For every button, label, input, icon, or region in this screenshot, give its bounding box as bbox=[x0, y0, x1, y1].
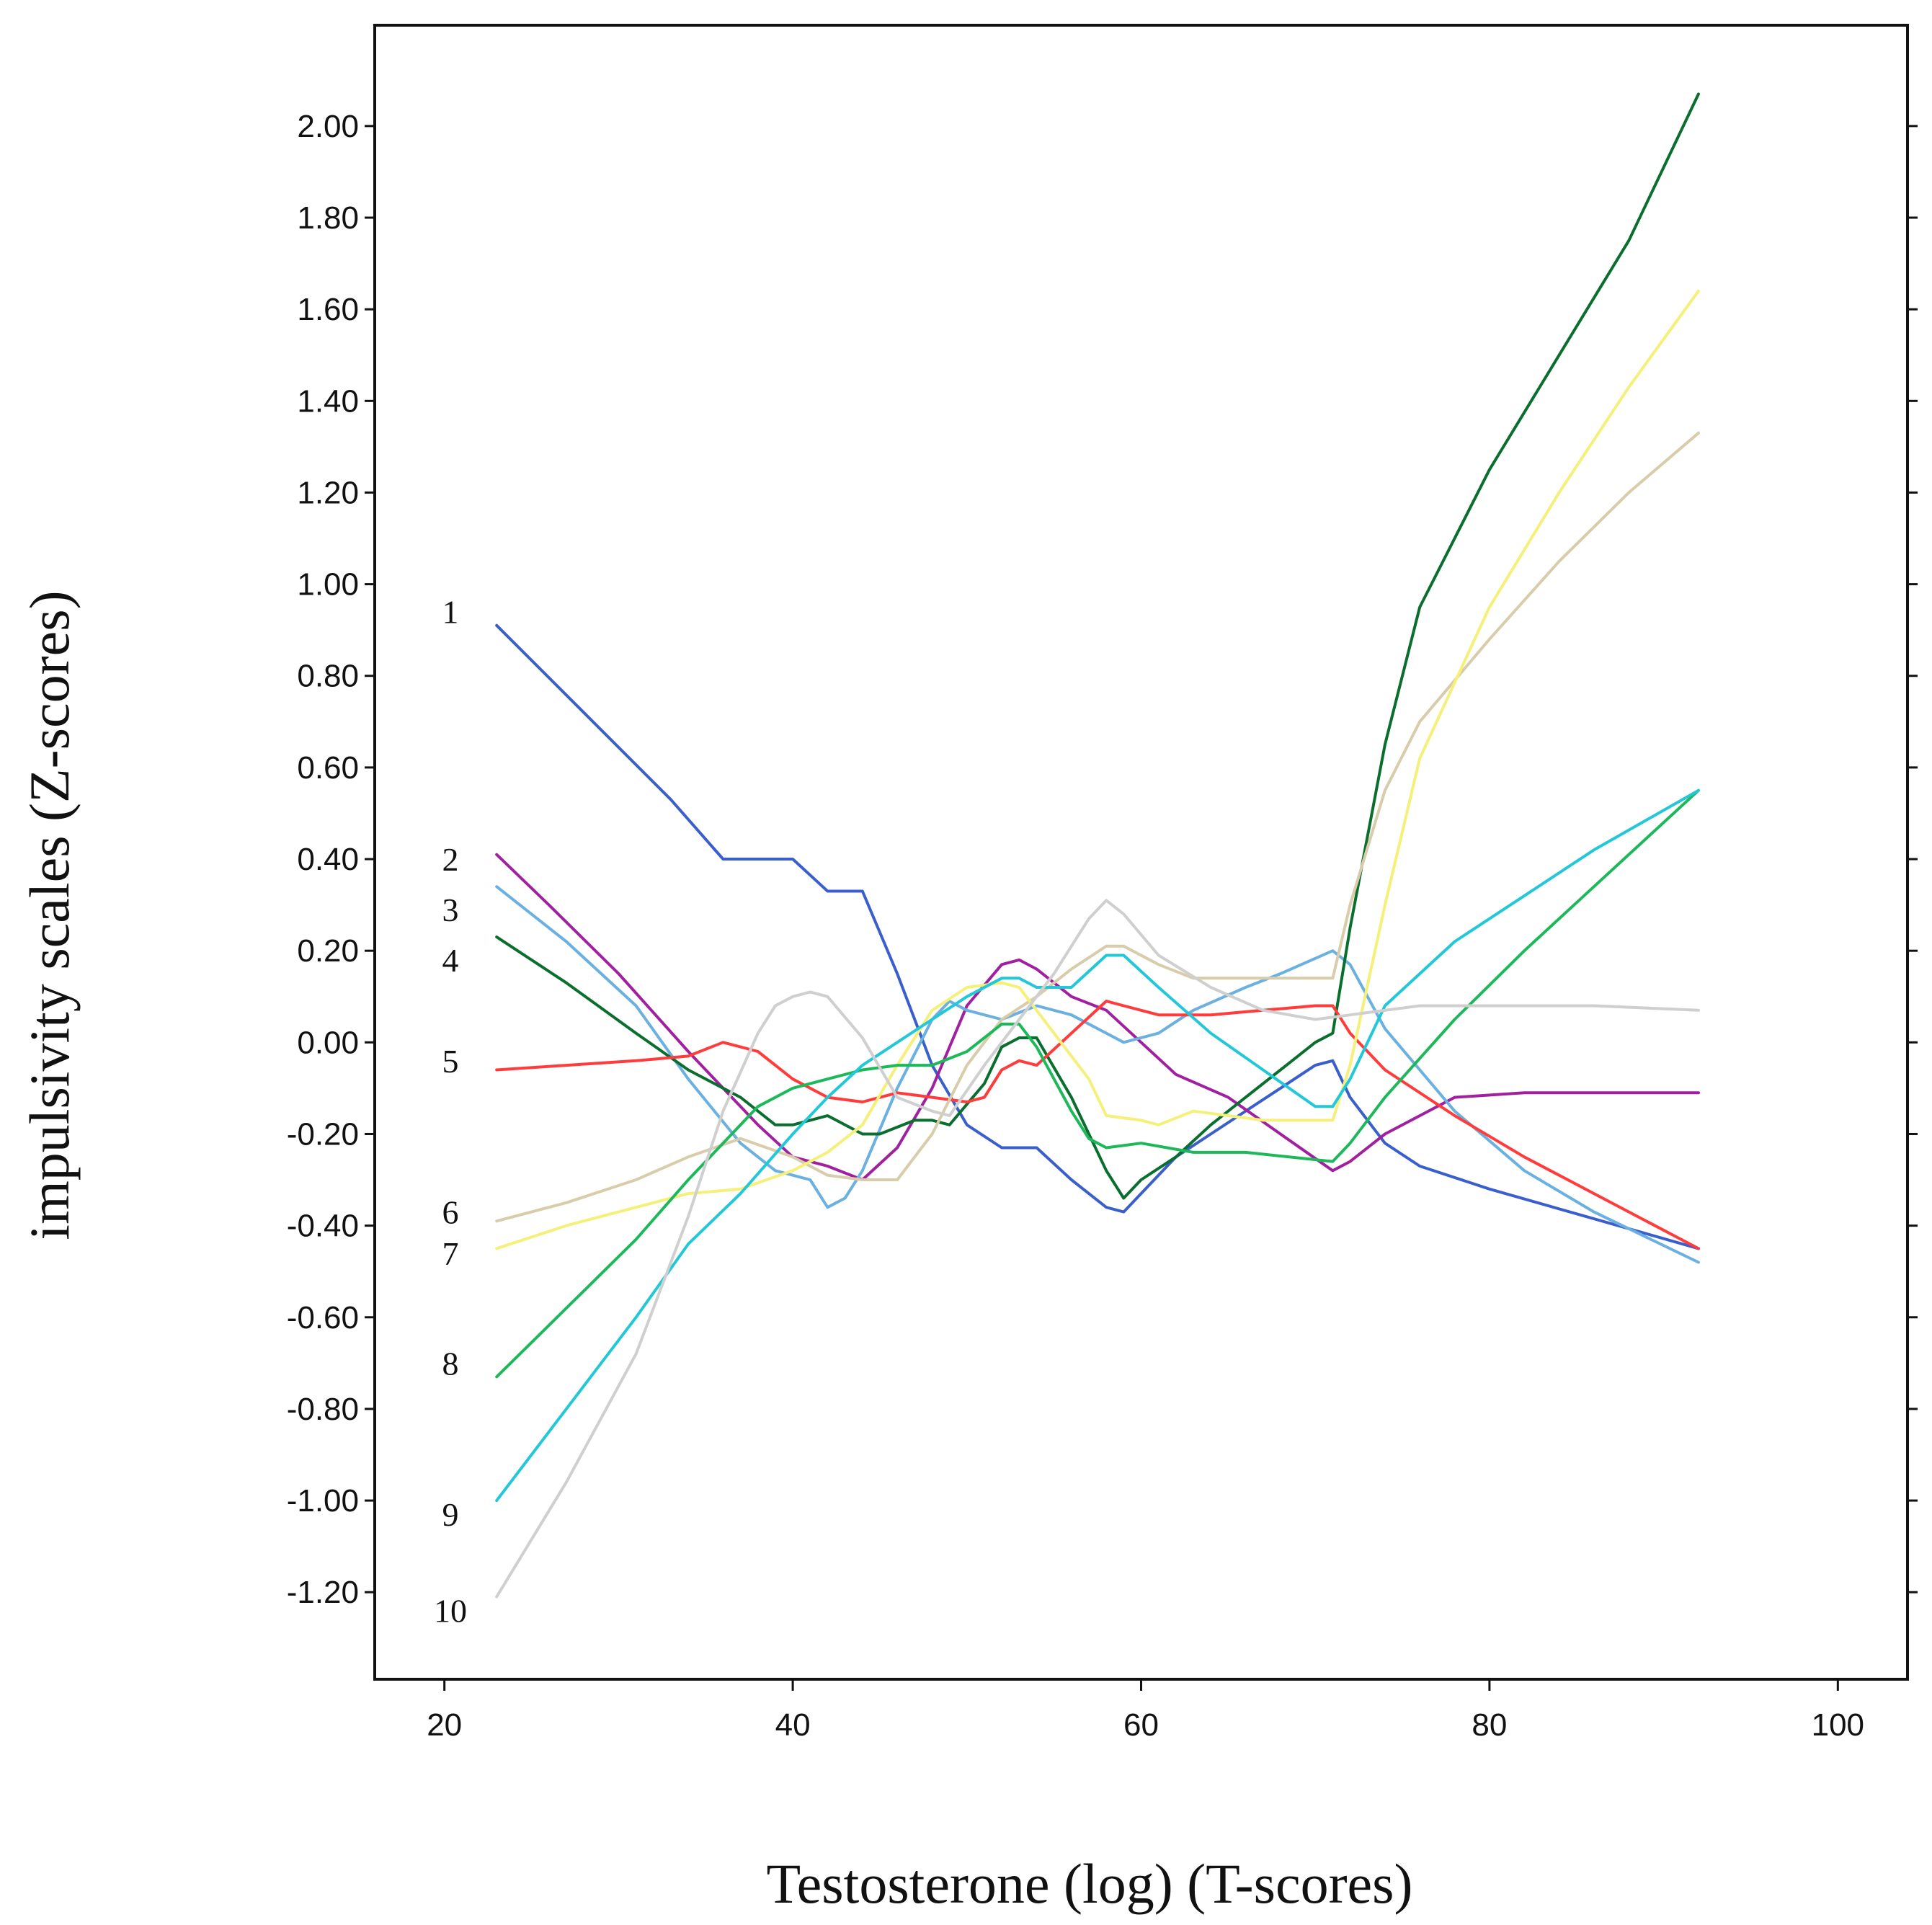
y-tick-label: 1.40 bbox=[297, 383, 359, 419]
y-tick-label: -1.00 bbox=[287, 1483, 359, 1519]
y-tick-label: -0.40 bbox=[287, 1209, 359, 1244]
y-tick-label: -0.20 bbox=[287, 1116, 359, 1152]
y-tick-label: 0.00 bbox=[297, 1025, 359, 1060]
series-label-4: 4 bbox=[442, 942, 459, 979]
series-line-6 bbox=[495, 431, 1700, 1223]
y-tick-label: 1.80 bbox=[297, 200, 359, 236]
y-tick-label: 1.60 bbox=[297, 292, 359, 327]
series-label-2: 2 bbox=[442, 841, 459, 878]
series-label-1: 1 bbox=[442, 594, 459, 631]
series-line-4 bbox=[495, 92, 1700, 1200]
series-label-7: 7 bbox=[442, 1235, 459, 1272]
plot-frame bbox=[373, 24, 1909, 1681]
x-tick-label: 40 bbox=[775, 1707, 811, 1743]
x-axis: 20 40 60 80 100 bbox=[427, 1679, 1864, 1743]
series-line-2 bbox=[495, 853, 1700, 1181]
x-tick-label: 60 bbox=[1123, 1707, 1159, 1743]
series-line-9 bbox=[495, 788, 1700, 1503]
series-line-7 bbox=[495, 289, 1700, 1250]
series-line-10 bbox=[495, 899, 1700, 1599]
x-tick-label: 20 bbox=[427, 1707, 462, 1743]
y-axis-title: impulsivity scales (Z-scores) bbox=[18, 590, 81, 1240]
series-label-5: 5 bbox=[442, 1043, 459, 1080]
x-tick-label: 80 bbox=[1472, 1707, 1507, 1743]
y-tick-label: 0.80 bbox=[297, 659, 359, 694]
y-tick-label: 0.60 bbox=[297, 750, 359, 786]
y-tick-label: -1.20 bbox=[287, 1575, 359, 1610]
series-line-3 bbox=[495, 885, 1700, 1264]
series-label-3: 3 bbox=[442, 892, 459, 928]
series-line-8 bbox=[495, 788, 1700, 1379]
series-label-9: 9 bbox=[442, 1496, 459, 1533]
x-tick-label: 100 bbox=[1812, 1707, 1864, 1743]
y-tick-label: 2.00 bbox=[297, 109, 359, 144]
y-tick-label: 1.20 bbox=[297, 475, 359, 510]
y-tick-label: 0.40 bbox=[297, 842, 359, 877]
series-label-8: 8 bbox=[442, 1345, 459, 1382]
y-tick-label: -0.60 bbox=[287, 1300, 359, 1335]
series-label-10: 10 bbox=[434, 1593, 467, 1630]
y-tick-label: -0.80 bbox=[287, 1392, 359, 1427]
series-lines bbox=[495, 92, 1700, 1599]
plot-border bbox=[373, 24, 1909, 1681]
y-axis: 2.00 1.80 1.60 1.40 1.20 1.00 0.80 0.60 0.40 0.20… bbox=[287, 109, 1918, 1610]
series-line-1 bbox=[495, 623, 1700, 1250]
y-tick-label: 0.20 bbox=[297, 933, 359, 969]
series-label-6: 6 bbox=[442, 1194, 459, 1231]
x-axis-title: Testosterone (log) (T-scores) bbox=[766, 1852, 1412, 1915]
y-tick-label: 1.00 bbox=[297, 567, 359, 603]
series-number-labels: 1 2 3 4 5 6 7 8 9 10 bbox=[434, 594, 467, 1630]
